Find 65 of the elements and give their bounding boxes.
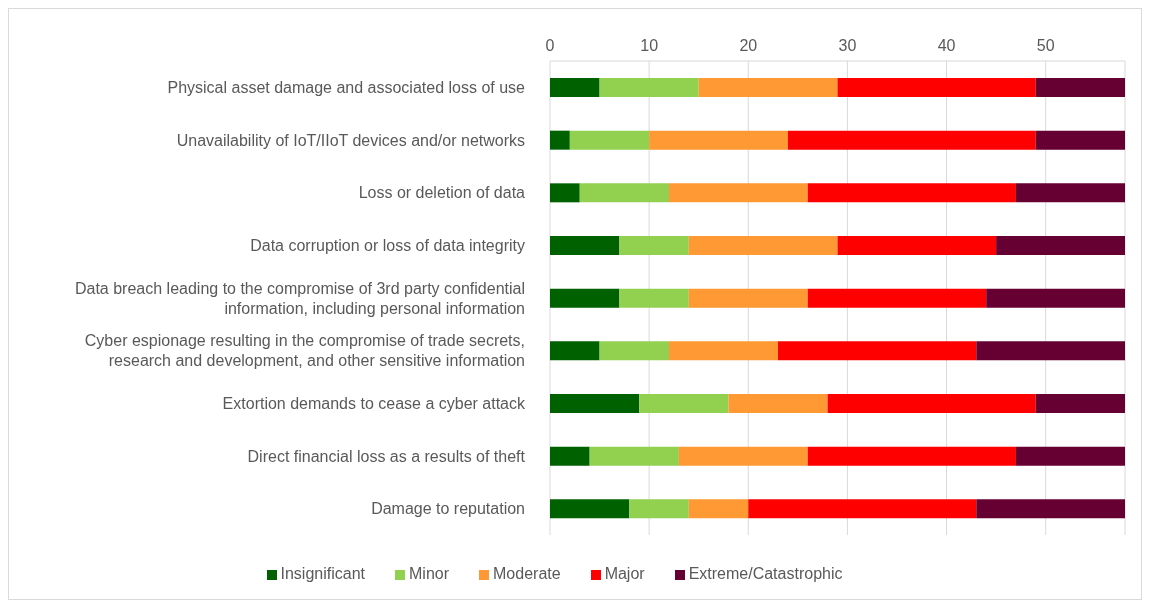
y-tick-label: Physical asset damage and associated loss of use bbox=[167, 78, 526, 96]
bar bbox=[1035, 78, 1125, 97]
legend-label: Major bbox=[604, 565, 645, 582]
bar bbox=[678, 446, 808, 466]
bar bbox=[550, 288, 620, 308]
x-tick-label: 50 bbox=[1036, 37, 1055, 54]
bar bbox=[649, 130, 788, 150]
bar bbox=[550, 183, 580, 203]
bar bbox=[698, 78, 838, 97]
bar bbox=[787, 130, 1036, 150]
bar bbox=[996, 236, 1125, 255]
bar bbox=[550, 499, 630, 519]
bar bbox=[550, 78, 600, 97]
bar bbox=[550, 446, 590, 466]
bar bbox=[728, 394, 828, 413]
bar bbox=[837, 236, 997, 255]
bar bbox=[599, 341, 669, 361]
bar bbox=[1035, 394, 1125, 413]
bar bbox=[688, 499, 749, 519]
bar bbox=[589, 446, 679, 466]
x-tick-label: 40 bbox=[937, 37, 956, 54]
bar bbox=[688, 288, 808, 308]
bar bbox=[550, 341, 600, 361]
bar bbox=[976, 341, 1125, 361]
bar bbox=[569, 130, 650, 150]
bar bbox=[807, 446, 1016, 466]
y-tick-label: Damage to reputation bbox=[371, 500, 525, 518]
bar bbox=[639, 394, 729, 413]
bar bbox=[778, 341, 977, 361]
y-tick-label: Data corruption or loss of data integrity bbox=[250, 236, 525, 254]
x-tick-label: 30 bbox=[838, 37, 857, 54]
legend-label: Extreme/Catastrophic bbox=[688, 565, 843, 582]
legend-label: Insignificant bbox=[280, 565, 366, 582]
y-tick-label: Unavailability of IoT/IIoT devices and/or networks bbox=[176, 131, 525, 149]
bar bbox=[807, 288, 987, 308]
bar bbox=[550, 394, 640, 413]
bar bbox=[986, 288, 1125, 308]
y-tick-label: Data breach leading to the compromise of 3rd party confidential information, including personal information bbox=[74, 279, 525, 317]
bar bbox=[668, 183, 808, 203]
bar bbox=[976, 499, 1125, 519]
x-tick-label: 0 bbox=[545, 37, 555, 54]
bar bbox=[619, 288, 689, 308]
bar bbox=[579, 183, 669, 203]
y-tick-label: Loss or deletion of data bbox=[358, 184, 526, 202]
bar bbox=[629, 499, 689, 519]
legend-label: Minor bbox=[409, 565, 450, 582]
bar bbox=[827, 394, 1036, 413]
y-tick-label: Cyber espionage resulting in the compromise of trade secrets, research and development, and other sensitive information bbox=[84, 332, 525, 370]
bar bbox=[748, 499, 977, 519]
bar bbox=[550, 236, 620, 255]
x-tick-label: 20 bbox=[739, 37, 758, 54]
bar bbox=[1015, 183, 1125, 203]
y-tick-label: Direct financial loss as a results of theft bbox=[247, 447, 526, 465]
bar bbox=[1015, 446, 1125, 466]
bar bbox=[619, 236, 689, 255]
bar bbox=[837, 78, 1036, 97]
bar bbox=[599, 78, 699, 97]
y-tick-label: Extortion demands to cease a cyber attack bbox=[222, 394, 526, 412]
bar bbox=[807, 183, 1016, 203]
bar bbox=[1035, 130, 1125, 150]
bar bbox=[550, 130, 570, 150]
bar bbox=[688, 236, 838, 255]
x-tick-label: 10 bbox=[640, 37, 659, 54]
legend-label: Moderate bbox=[493, 565, 561, 582]
bar bbox=[668, 341, 779, 361]
